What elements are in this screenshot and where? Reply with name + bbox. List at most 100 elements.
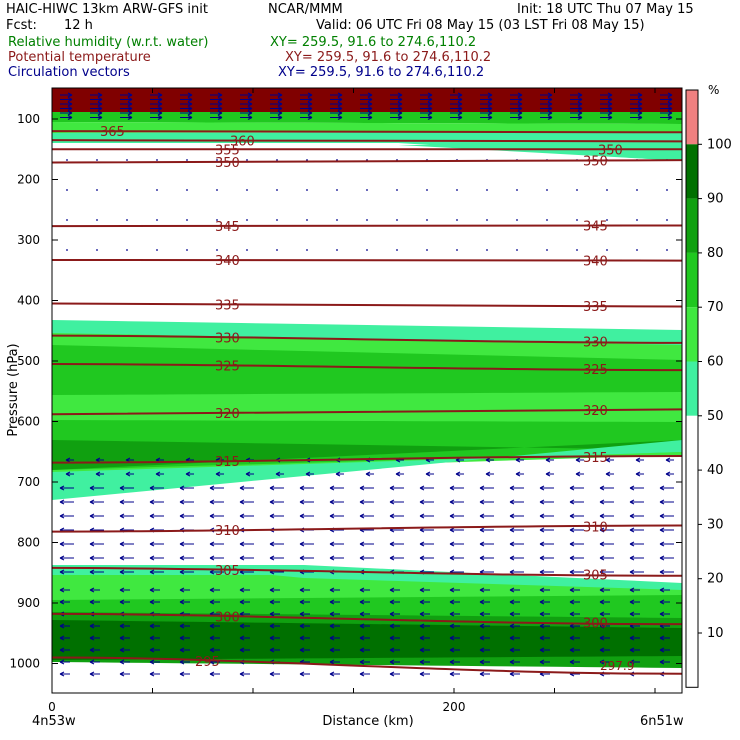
vector-mid-head	[419, 485, 425, 491]
vector-mid-head	[239, 513, 245, 519]
vector-low-head	[569, 599, 575, 605]
theta-label: 320	[215, 407, 240, 422]
vector-mid-head	[299, 499, 305, 505]
vector-calm	[306, 159, 308, 161]
vector-calm	[636, 249, 638, 251]
vector-low-head	[149, 647, 155, 653]
vector-calm	[396, 249, 398, 251]
theta-contour	[51, 454, 683, 464]
theta-label: 325	[215, 360, 240, 375]
vector-low-head	[179, 635, 185, 641]
vector-upper-head	[307, 101, 313, 107]
vector-low-head	[359, 587, 365, 593]
vector-mid-head	[149, 513, 155, 519]
vector-mid-head	[125, 471, 131, 477]
theta-label: 355	[215, 143, 240, 158]
vector-mid-head	[509, 499, 515, 505]
vector-calm	[306, 249, 308, 251]
vector-mid-head	[179, 555, 185, 561]
vector-mid-head	[599, 555, 605, 561]
vector-mid-head	[599, 527, 605, 533]
vector-upper-head	[667, 106, 673, 111]
vector-mid-head	[359, 555, 365, 561]
vector-calm	[156, 189, 158, 191]
theta-contour	[51, 363, 683, 372]
vector-low-head	[209, 671, 215, 677]
vector-upper-head	[547, 101, 553, 107]
vector-low-head	[539, 659, 545, 665]
vector-mid-head	[629, 555, 635, 561]
vector-upper-head	[127, 101, 133, 107]
vector-calm	[156, 159, 158, 161]
vector-upper-head	[217, 92, 223, 98]
vector-upper-head	[577, 101, 583, 107]
vector-upper-head	[187, 106, 193, 111]
y-axis-title: Pressure (hPa)	[6, 343, 21, 436]
vector-low-head	[179, 587, 185, 593]
vector-low-head	[629, 599, 635, 605]
vector-low-head	[659, 647, 665, 653]
vector-calm	[216, 249, 218, 251]
colorbar-segment	[686, 470, 698, 525]
vector-mid-head	[335, 471, 341, 477]
vector-upper-head	[277, 106, 283, 111]
vector-upper-head	[487, 115, 493, 120]
vector-mid-head	[605, 457, 611, 463]
vector-mid-head	[149, 485, 155, 491]
rh-band-mid-70	[52, 345, 682, 395]
vector-low-head	[119, 599, 125, 605]
vector-calm	[276, 159, 278, 161]
vector-mid-head	[59, 541, 65, 547]
vector-mid-head	[389, 485, 395, 491]
vector-upper-head	[67, 115, 73, 120]
colorbar: % 100 90 80 70 60 50 40 30 20 10	[685, 83, 732, 688]
model-title: HAIC-HIWC 13km ARW-GFS init	[6, 2, 208, 17]
vector-upper-head	[577, 106, 583, 111]
vector-upper-head	[247, 97, 253, 102]
vector-low-head	[449, 623, 455, 629]
vector-mid-head	[149, 569, 155, 575]
vector-low-head	[539, 647, 545, 653]
vector-mid-head	[179, 499, 185, 505]
theta-label: 310	[215, 524, 240, 539]
vector-calm	[276, 249, 278, 251]
vector-mid-head	[659, 499, 665, 505]
vector-low-head	[89, 623, 95, 629]
vector-upper-head	[127, 110, 133, 116]
vector-upper-head	[187, 101, 193, 107]
vector-low-head	[509, 671, 515, 677]
vector-mid-head	[539, 485, 545, 491]
vector-calm	[66, 219, 68, 221]
vector-low-head	[449, 647, 455, 653]
vector-mid-head	[359, 513, 365, 519]
vector-low-head	[59, 647, 65, 653]
vector-calm	[306, 189, 308, 191]
vector-mid-head	[455, 471, 461, 477]
vector-low-head	[659, 635, 665, 641]
vector-low-head	[299, 623, 305, 629]
vector-mid-head	[119, 513, 125, 519]
vector-mid-head	[209, 513, 215, 519]
vector-mid-head	[419, 541, 425, 547]
vector-mid-head	[629, 513, 635, 519]
colorbar-segment	[686, 633, 698, 688]
vector-mid-head	[659, 527, 665, 533]
vector-mid-head	[599, 541, 605, 547]
valid-time: Valid: 06 UTC Fri 08 May 15 (03 LST Fri …	[316, 18, 645, 33]
vector-upper-head	[97, 110, 103, 116]
vector-calm	[456, 189, 458, 191]
x-start-label: 4n53w	[32, 714, 76, 729]
vector-mid-head	[629, 499, 635, 505]
vector-low-head	[479, 647, 485, 653]
vector-low-head	[149, 587, 155, 593]
vector-mid-head	[569, 485, 575, 491]
vector-calm	[186, 219, 188, 221]
vector-low-head	[269, 671, 275, 677]
colorbar-segment	[686, 252, 698, 308]
vector-upper-head	[157, 101, 163, 107]
vector-mid-head	[389, 555, 395, 561]
vector-upper-head	[67, 110, 73, 116]
vector-mid-head	[299, 555, 305, 561]
vector-low-head	[179, 623, 185, 629]
vector-mid-head	[659, 513, 665, 519]
